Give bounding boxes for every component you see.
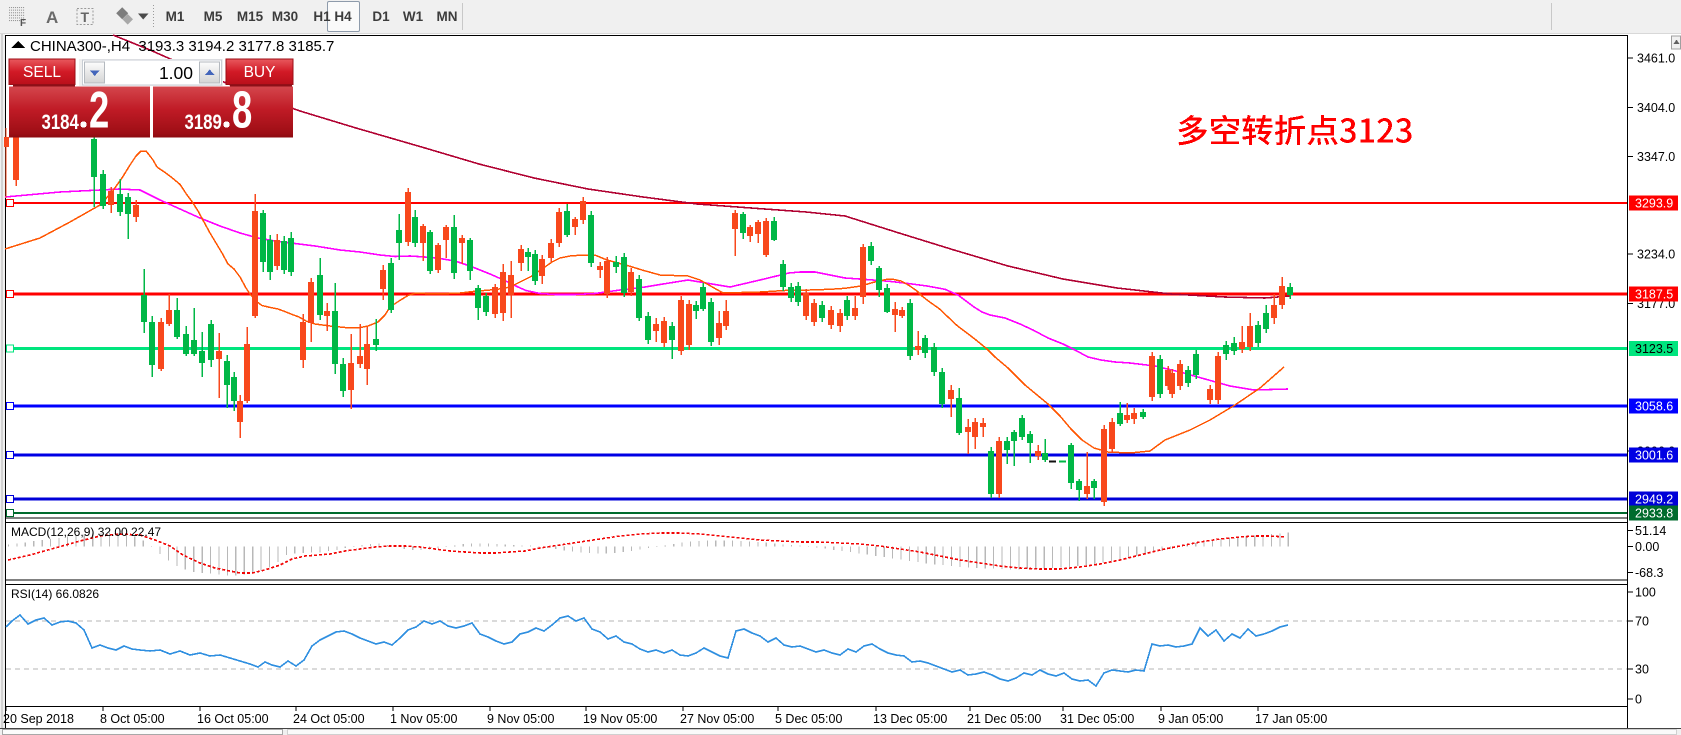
- svg-text:3189: 3189: [185, 111, 222, 134]
- svg-text:A: A: [46, 8, 58, 27]
- svg-text:3293.9: 3293.9: [1635, 197, 1673, 211]
- svg-text:51.14: 51.14: [1635, 524, 1666, 538]
- svg-text:2933.8: 2933.8: [1635, 507, 1673, 521]
- svg-text:8: 8: [232, 80, 252, 139]
- svg-text:BUY: BUY: [244, 64, 276, 81]
- svg-text:8 Oct 05:00: 8 Oct 05:00: [100, 712, 165, 726]
- svg-text:MACD(12,26,9) 32.00 22.47: MACD(12,26,9) 32.00 22.47: [11, 525, 161, 539]
- svg-text:30: 30: [1635, 662, 1649, 676]
- svg-text:9 Nov 05:00: 9 Nov 05:00: [487, 712, 554, 726]
- svg-text:CHINA300-,H4 3193.3 3194.2 31: CHINA300-,H4 3193.3 3194.2 3177.8 3185.7: [30, 38, 334, 55]
- svg-text:RSI(14) 66.0826: RSI(14) 66.0826: [11, 587, 99, 601]
- svg-text:3234.0: 3234.0: [1637, 248, 1675, 262]
- svg-text:5 Dec 05:00: 5 Dec 05:00: [775, 712, 842, 726]
- svg-text:20 Sep 2018: 20 Sep 2018: [3, 712, 74, 726]
- svg-text:3058.6: 3058.6: [1635, 400, 1673, 414]
- svg-text:3001.6: 3001.6: [1635, 449, 1673, 463]
- svg-text:27 Nov 05:00: 27 Nov 05:00: [680, 712, 754, 726]
- svg-text:24 Oct 05:00: 24 Oct 05:00: [293, 712, 365, 726]
- svg-text:31 Dec 05:00: 31 Dec 05:00: [1060, 712, 1134, 726]
- svg-text:17 Jan 05:00: 17 Jan 05:00: [1255, 712, 1327, 726]
- svg-text:0.00: 0.00: [1635, 540, 1659, 554]
- svg-text:13 Dec 05:00: 13 Dec 05:00: [873, 712, 947, 726]
- svg-text:70: 70: [1635, 614, 1649, 628]
- svg-text:3347.0: 3347.0: [1637, 150, 1675, 164]
- svg-text:F: F: [20, 18, 26, 29]
- svg-text:2: 2: [89, 80, 109, 139]
- svg-text:1 Nov 05:00: 1 Nov 05:00: [390, 712, 457, 726]
- svg-text:3404.0: 3404.0: [1637, 101, 1675, 115]
- svg-text:3123.5: 3123.5: [1635, 342, 1673, 356]
- svg-text:1.00: 1.00: [159, 63, 193, 83]
- svg-text:16 Oct 05:00: 16 Oct 05:00: [197, 712, 269, 726]
- svg-text:3461.0: 3461.0: [1637, 52, 1675, 66]
- svg-text:9 Jan 05:00: 9 Jan 05:00: [1158, 712, 1223, 726]
- svg-text:3187.5: 3187.5: [1635, 288, 1673, 302]
- svg-text:21 Dec 05:00: 21 Dec 05:00: [967, 712, 1041, 726]
- svg-text:T: T: [81, 9, 90, 25]
- svg-text:3184: 3184: [42, 111, 80, 134]
- svg-text:0: 0: [1635, 693, 1642, 707]
- svg-text:-68.3: -68.3: [1635, 566, 1664, 580]
- svg-text:SELL: SELL: [23, 64, 61, 81]
- svg-text:19 Nov 05:00: 19 Nov 05:00: [583, 712, 657, 726]
- svg-text:100: 100: [1635, 586, 1656, 600]
- svg-text:2949.2: 2949.2: [1635, 493, 1673, 507]
